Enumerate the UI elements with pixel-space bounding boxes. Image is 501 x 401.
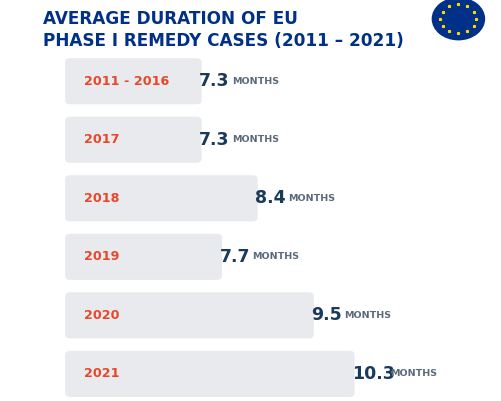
Text: AVERAGE DURATION OF EU: AVERAGE DURATION OF EU [43,10,298,28]
Text: 2011 - 2016: 2011 - 2016 [84,75,169,88]
FancyBboxPatch shape [65,351,355,397]
Text: MONTHS: MONTHS [344,311,391,320]
FancyBboxPatch shape [65,292,314,338]
Text: 7.7: 7.7 [219,248,250,266]
FancyBboxPatch shape [65,117,201,163]
Text: MONTHS: MONTHS [231,77,279,86]
Circle shape [432,0,484,40]
Text: MONTHS: MONTHS [288,194,335,203]
Text: 2020: 2020 [84,309,120,322]
Text: MONTHS: MONTHS [231,135,279,144]
Text: 2017: 2017 [84,133,120,146]
Text: MONTHS: MONTHS [390,369,437,379]
Text: 7.3: 7.3 [199,131,229,149]
Text: 9.5: 9.5 [311,306,342,324]
Text: 10.3: 10.3 [352,365,395,383]
Text: MONTHS: MONTHS [252,252,299,261]
FancyBboxPatch shape [65,175,258,221]
Text: PHASE I REMEDY CASES (2011 – 2021): PHASE I REMEDY CASES (2011 – 2021) [43,32,403,50]
Text: 8.4: 8.4 [255,189,286,207]
Text: 2019: 2019 [84,250,120,263]
FancyBboxPatch shape [65,58,201,104]
Text: 2018: 2018 [84,192,120,205]
FancyBboxPatch shape [65,234,222,280]
Text: 2021: 2021 [84,367,120,381]
Text: 7.3: 7.3 [199,72,229,90]
